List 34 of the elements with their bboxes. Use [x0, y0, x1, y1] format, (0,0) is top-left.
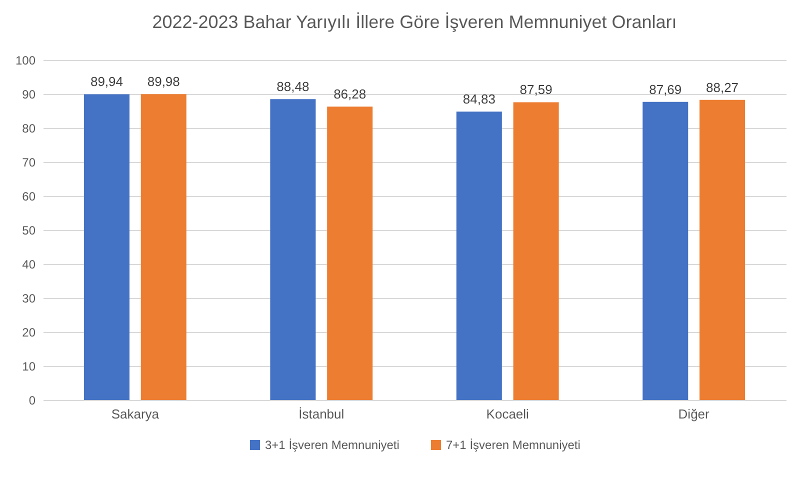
- data-label: 88,27: [706, 80, 739, 95]
- y-tick-label: 70: [22, 156, 36, 170]
- bar: [84, 94, 130, 400]
- bar: [642, 102, 688, 400]
- data-label: 89,94: [90, 74, 123, 90]
- bar: [456, 112, 502, 400]
- x-tick-label: İstanbul: [298, 406, 344, 422]
- y-tick-label: 80: [22, 122, 36, 136]
- y-tick-label: 30: [22, 292, 36, 306]
- y-tick-label: 100: [15, 54, 36, 68]
- legend-label: 7+1 İşveren Memnuniyeti: [446, 438, 580, 452]
- y-tick-label: 0: [28, 394, 36, 408]
- data-label: 86,28: [334, 86, 366, 102]
- y-tick-label: 50: [22, 224, 36, 238]
- bar: [270, 99, 316, 400]
- y-tick-label: 60: [22, 190, 36, 204]
- legend-label: 3+1 İşveren Memnuniyeti: [265, 438, 400, 452]
- y-tick-label: 20: [22, 326, 36, 340]
- y-tick-label: 90: [22, 88, 36, 102]
- y-tick-label: 40: [22, 258, 36, 272]
- data-label: 84,83: [462, 92, 496, 107]
- y-tick-label: 10: [22, 360, 36, 374]
- x-tick-label: Diğer: [678, 406, 710, 422]
- bar: [700, 100, 746, 400]
- bar: [513, 102, 559, 400]
- data-label: 89,98: [147, 74, 180, 90]
- data-label: 87,59: [520, 82, 552, 98]
- x-tick-label: Kocaeli: [486, 406, 530, 422]
- bar: [140, 94, 186, 400]
- data-label: 88,48: [276, 79, 310, 94]
- data-label: 87,69: [649, 82, 682, 97]
- x-tick-label: Sakarya: [111, 406, 160, 422]
- chart-title: 2022-2023 Bahar Yarıyılı İllere Göre İşveren Memnuniyet Oranları: [152, 12, 677, 32]
- bar: [327, 106, 373, 400]
